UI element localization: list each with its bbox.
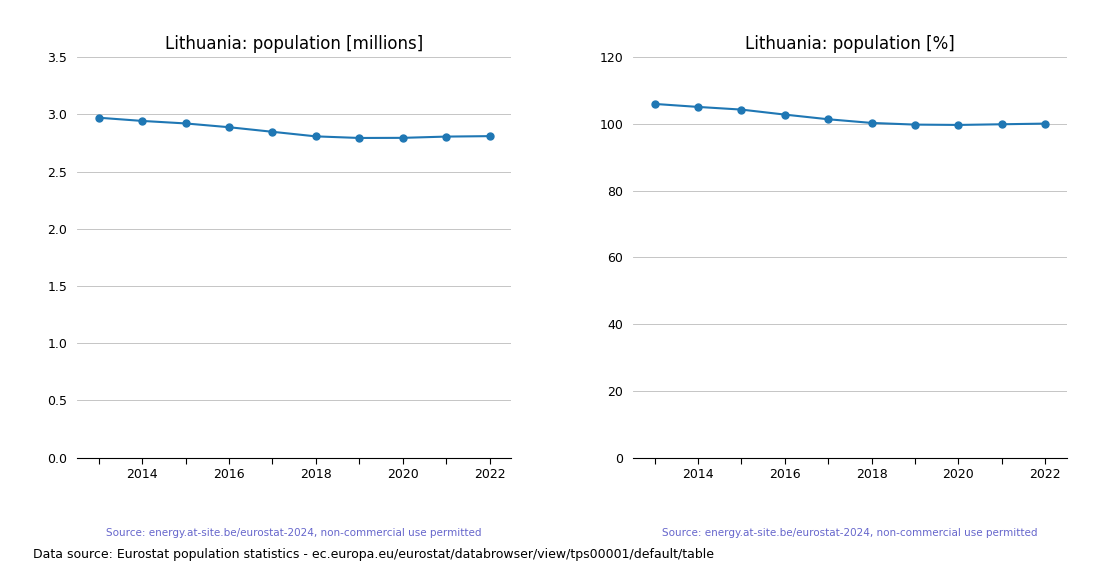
Text: Source: energy.at-site.be/eurostat-2024, non-commercial use permitted: Source: energy.at-site.be/eurostat-2024,… bbox=[662, 527, 1037, 538]
Title: Lithuania: population [millions]: Lithuania: population [millions] bbox=[165, 35, 424, 53]
Text: Data source: Eurostat population statistics - ec.europa.eu/eurostat/databrowser/: Data source: Eurostat population statist… bbox=[33, 547, 714, 561]
Text: Source: energy.at-site.be/eurostat-2024, non-commercial use permitted: Source: energy.at-site.be/eurostat-2024,… bbox=[107, 527, 482, 538]
Title: Lithuania: population [%]: Lithuania: population [%] bbox=[745, 35, 955, 53]
